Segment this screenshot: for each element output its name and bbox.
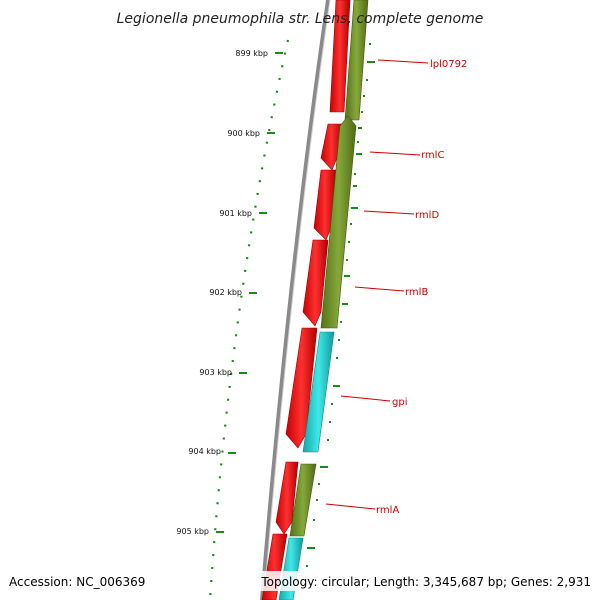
forward-gene-arrow [329,0,351,113]
gene-labels: lpl0792 rmlC rmlD rmlB gpi rmlA [376,59,467,516]
reverse-gene-arrow [302,331,335,453]
gene-label-rmlD[interactable]: rmlD [415,210,439,221]
gene-label-leader [377,59,429,64]
gene-label-leader [354,286,405,292]
reverse-gene-arrow [320,115,357,329]
kbp-tick-label: 899 kbp [235,49,268,58]
kbp-tick-label: 902 kbp [209,288,242,297]
kbp-tick-label: 905 kbp [176,527,209,536]
forward-gene-arrow [302,239,329,327]
forward-gene-arrow [275,461,299,535]
gene-label-leader [369,151,421,156]
genome-summary: Topology: circular; Length: 3,345,687 bp… [260,575,591,589]
backbone-ring [260,0,330,600]
reverse-strand-track [278,0,369,600]
forward-gene-arrow [313,169,337,241]
gene-label-leaders [325,59,429,510]
scale-ring [208,39,290,600]
gene-label-gpi[interactable]: gpi [392,397,407,408]
kbp-tick-label: 903 kbp [199,368,232,377]
forward-gene-arrow [285,327,318,449]
accession-label: Accession: NC_006369 [9,575,145,589]
gene-label-rmlA[interactable]: rmlA [376,505,399,516]
footer-background [256,571,600,591]
gene-label-leader [340,395,391,402]
gene-label-lpl0792[interactable]: lpl0792 [430,59,467,70]
gene-label-rmlB[interactable]: rmlB [405,287,428,298]
outer-marks [304,43,375,585]
gene-label-leader [325,503,376,510]
kbp-tick-label: 904 kbp [188,447,221,456]
reverse-gene-arrow [289,463,317,537]
kbp-tick-labels: 899 kbp 900 kbp 901 kbp 902 kbp 903 kbp … [176,49,268,536]
gene-label-rmlC[interactable]: rmlC [421,150,444,161]
map-title: Legionella pneumophila str. Lens, comple… [117,11,484,27]
reverse-gene-arrow [344,0,369,121]
gene-label-leader [363,210,415,215]
backbone-ring-highlight [263,0,331,600]
kbp-tick-label: 901 kbp [219,209,252,218]
kbp-tick-label: 900 kbp [227,129,260,138]
kbp-tick-marks [216,52,283,533]
